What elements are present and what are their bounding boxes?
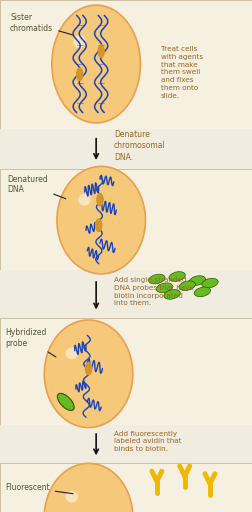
Text: Add fluorescently
labeled avidin that
binds to biotin.: Add fluorescently labeled avidin that bi… <box>113 431 181 452</box>
Bar <box>0 318 252 425</box>
Circle shape <box>85 362 91 375</box>
Ellipse shape <box>65 348 78 359</box>
Text: Denature
chromosomal
DNA.: Denature chromosomal DNA. <box>113 130 165 162</box>
Ellipse shape <box>57 166 145 274</box>
Ellipse shape <box>156 283 172 292</box>
Circle shape <box>98 45 104 57</box>
Text: Denatured
DNA: Denatured DNA <box>8 175 66 199</box>
Ellipse shape <box>148 274 164 284</box>
Ellipse shape <box>168 272 184 281</box>
Ellipse shape <box>57 393 74 411</box>
Ellipse shape <box>163 290 179 299</box>
Ellipse shape <box>52 5 140 123</box>
Bar <box>0 270 252 318</box>
Text: Hybridized
probe: Hybridized probe <box>5 328 56 357</box>
Bar <box>0 425 252 463</box>
Circle shape <box>97 194 103 206</box>
Circle shape <box>76 68 82 80</box>
Bar <box>0 463 252 512</box>
Ellipse shape <box>188 276 205 285</box>
Ellipse shape <box>201 279 217 288</box>
Bar <box>0 0 252 129</box>
Bar <box>0 129 252 169</box>
Ellipse shape <box>194 287 210 296</box>
Ellipse shape <box>78 194 90 206</box>
Circle shape <box>95 219 101 231</box>
Text: Fluorescent: Fluorescent <box>5 483 73 494</box>
Bar <box>0 169 252 270</box>
Text: Sister
chromatids: Sister chromatids <box>10 13 73 35</box>
Ellipse shape <box>178 281 195 290</box>
Text: Add single-stranded
DNA probes that have
biotin incorporated
into them.: Add single-stranded DNA probes that have… <box>113 277 193 307</box>
Ellipse shape <box>65 491 78 503</box>
Ellipse shape <box>73 35 85 48</box>
Text: Treat cells
with agents
that make
them swell
and fixes
them onto
slide.: Treat cells with agents that make them s… <box>160 46 202 99</box>
Ellipse shape <box>44 463 132 512</box>
Ellipse shape <box>44 320 132 428</box>
